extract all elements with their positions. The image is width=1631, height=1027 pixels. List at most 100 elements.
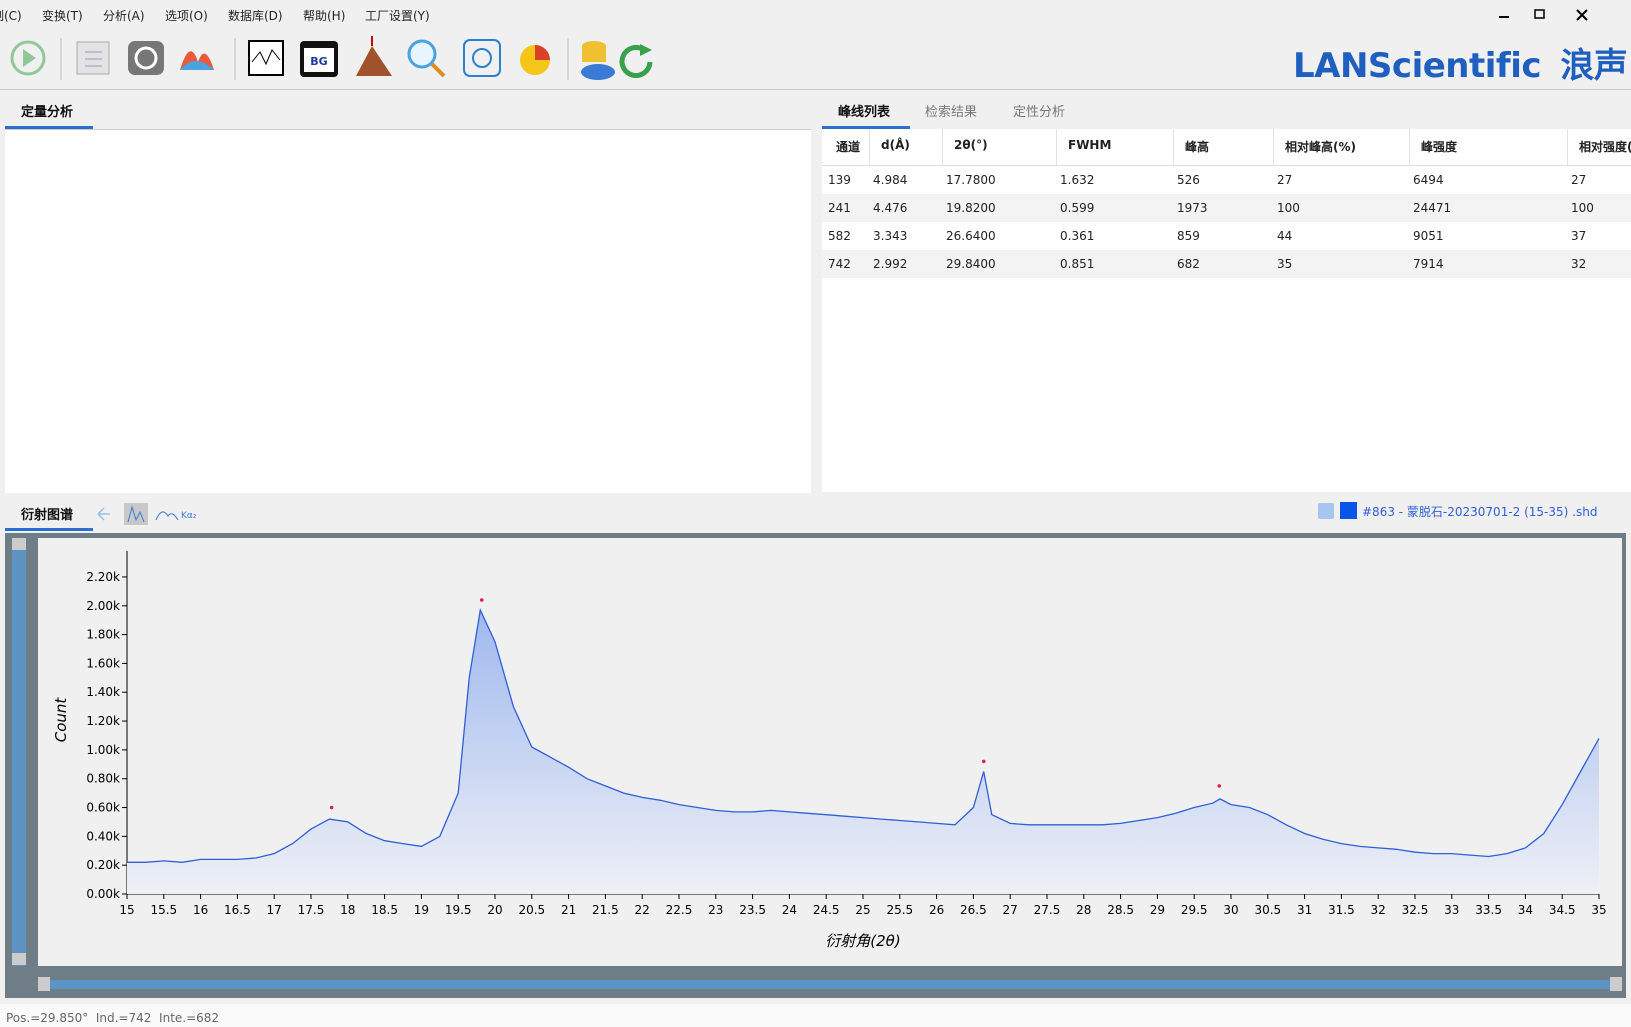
table-cell: 24471 — [1413, 201, 1452, 215]
tab-underline — [822, 126, 910, 129]
scroll-thumb[interactable] — [12, 538, 26, 550]
tab[interactable]: 定量分析 — [21, 105, 74, 120]
menu-item[interactable]: 制(C) — [0, 9, 22, 23]
x-tick-label: 27.5 — [1034, 903, 1061, 917]
window-controls — [1471, 0, 1631, 30]
table-cell: 26.6400 — [946, 229, 996, 243]
table-cell: 241 — [828, 201, 851, 215]
column-divider — [1409, 129, 1410, 165]
menu-item[interactable]: 帮助(H) — [303, 9, 346, 23]
x-tick-label: 34 — [1518, 903, 1533, 917]
x-tick-label: 15 — [119, 903, 134, 917]
table-cell: 27 — [1277, 173, 1293, 187]
tab[interactable]: 定性分析 — [1013, 105, 1066, 120]
column-header[interactable]: 通道 — [836, 140, 861, 154]
brand-cn: 浪声 — [1560, 46, 1628, 86]
h-scrollbar[interactable] — [38, 980, 1622, 989]
peak-table: 通道 d(Å) 2θ(°) FWHM 峰高 相对峰高(%) 峰强度 相对强度(139 4.984… — [822, 129, 1631, 492]
y-tick-label: 1.20k — [86, 714, 120, 728]
table-cell: 742 — [828, 257, 851, 271]
y-tick-label: 1.80k — [86, 628, 120, 642]
table-cell: 3.343 — [873, 229, 908, 243]
y-tick-label: 0.80k — [86, 772, 120, 786]
tool-label[interactable]: Kα₂ — [181, 511, 197, 521]
x-tick-label: 18 — [340, 903, 355, 917]
x-tick-label: 15.5 — [150, 903, 177, 917]
x-tick-label: 20 — [487, 903, 502, 917]
x-tick-label: 29 — [1150, 903, 1165, 917]
table-cell: 2.992 — [873, 257, 908, 271]
table-cell: 859 — [1177, 229, 1200, 243]
x-tick-label: 21 — [561, 903, 576, 917]
y-tick-label: 0.20k — [86, 858, 120, 872]
x-tick-label: 30 — [1223, 903, 1238, 917]
table-cell: 582 — [828, 229, 851, 243]
x-tick-label: 23 — [708, 903, 723, 917]
x-tick-label: 32.5 — [1402, 903, 1429, 917]
table-cell: 35 — [1277, 257, 1293, 271]
toolbar: BG — [10, 36, 653, 80]
table-row[interactable] — [822, 194, 1631, 222]
x-tick-label: 24 — [782, 903, 797, 917]
table-cell: 0.851 — [1060, 257, 1095, 271]
table-row[interactable] — [822, 166, 1631, 194]
table-cell: 1973 — [1177, 201, 1208, 215]
legend-checkbox[interactable] — [1318, 503, 1334, 519]
peak-marker — [329, 805, 334, 810]
y-tick-label: 0.00k — [86, 887, 120, 901]
table-cell: 139 — [828, 173, 851, 187]
menu-item[interactable]: 工厂设置(Y) — [365, 9, 430, 23]
x-tick-label: 17.5 — [298, 903, 325, 917]
scroll-thumb[interactable] — [1610, 977, 1622, 991]
quant-panel — [5, 129, 811, 493]
tab-underline — [5, 528, 93, 531]
x-tick-label: 20.5 — [518, 903, 545, 917]
status-bar — [0, 1004, 1631, 1027]
menu-item[interactable]: 分析(A) — [103, 9, 145, 23]
column-header[interactable]: d(Å) — [881, 138, 910, 152]
column-header[interactable]: FWHM — [1068, 138, 1112, 152]
y-tick-label: 1.60k — [86, 656, 120, 670]
table-cell: 1.632 — [1060, 173, 1095, 187]
column-header[interactable]: 相对峰高(%) — [1285, 140, 1356, 154]
column-header[interactable]: 峰高 — [1185, 140, 1210, 154]
table-row[interactable] — [822, 250, 1631, 278]
y-tick-label: 2.20k — [86, 570, 120, 584]
column-header[interactable]: 相对强度( — [1579, 140, 1631, 154]
column-header[interactable]: 2θ(°) — [954, 138, 988, 152]
table-cell: 526 — [1177, 173, 1200, 187]
y-tick-label: 2.00k — [86, 599, 120, 613]
y-tick-label: 0.40k — [86, 829, 120, 843]
x-tick-label: 32 — [1371, 903, 1386, 917]
x-axis-label: 衍射角(2θ) — [825, 932, 900, 950]
table-row[interactable] — [822, 222, 1631, 250]
area — [127, 610, 1599, 894]
separator — [0, 89, 1631, 90]
table-cell: 4.476 — [873, 201, 908, 215]
x-tick-label: 18.5 — [371, 903, 398, 917]
x-tick-label: 23.5 — [739, 903, 766, 917]
tab[interactable]: 峰线列表 — [838, 105, 891, 120]
bg-icon-text: BG — [310, 55, 327, 68]
y-tick-label: 1.00k — [86, 743, 120, 757]
table-cell: 32 — [1571, 257, 1587, 271]
tab[interactable]: 检索结果 — [925, 105, 978, 120]
legend-text: #863 - 蒙脱石-20230701-2 (15-35) .shd — [1362, 505, 1598, 519]
y-tick-label: 1.40k — [86, 685, 120, 699]
scroll-thumb[interactable] — [38, 977, 50, 991]
peak-marker — [1217, 784, 1222, 788]
x-tick-label: 33.5 — [1475, 903, 1502, 917]
scroll-thumb[interactable] — [12, 953, 26, 965]
table-cell: 9051 — [1413, 229, 1444, 243]
x-tick-label: 25 — [855, 903, 870, 917]
menu-item[interactable]: 数据库(D) — [228, 9, 283, 23]
plot-background — [38, 538, 1622, 966]
menu-item[interactable]: 选项(O) — [165, 9, 208, 23]
x-tick-label: 30.5 — [1254, 903, 1281, 917]
menu-item[interactable]: 变换(T) — [42, 9, 83, 23]
v-scrollbar[interactable] — [12, 538, 26, 966]
column-header[interactable]: 峰强度 — [1421, 140, 1458, 154]
tab[interactable]: 衍射图谱 — [21, 508, 74, 523]
x-tick-label: 34.5 — [1549, 903, 1576, 917]
x-tick-label: 33 — [1444, 903, 1459, 917]
